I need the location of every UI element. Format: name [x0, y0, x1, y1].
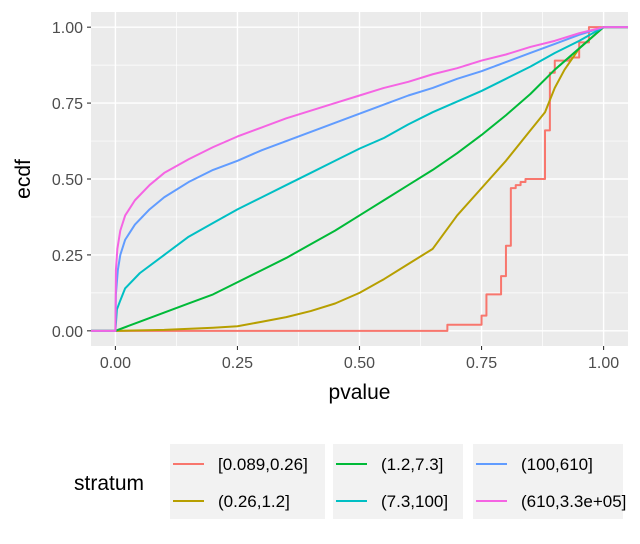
y-tick-label: 1.00: [52, 20, 83, 37]
series-lines: [91, 26, 628, 332]
series-line-2: [91, 26, 628, 332]
x-tick-label: 0.00: [100, 355, 131, 372]
x-tick-label: 1.00: [588, 355, 619, 372]
legend-label-3: (1.2,7.3]: [381, 455, 443, 474]
legend-label-2: (0.26,1.2]: [218, 492, 290, 511]
legend-column-bg: [333, 444, 463, 519]
legend: [0.089,0.26] (0.26,1.2] (1.2,7.3] (7.3,100]…: [170, 444, 626, 519]
legend-column-bg: [170, 444, 325, 519]
series-line-3: [91, 26, 628, 332]
legend-label-1: [0.089,0.26]: [218, 455, 308, 474]
legend-label-6: (610,3.3e+05]: [521, 492, 626, 511]
x-tick-label: 0.50: [344, 355, 375, 372]
legend-column-bg: [473, 444, 623, 519]
y-axis-ticks: 0.00 0.25 0.50 0.75 1.00: [52, 20, 91, 341]
series-line-6: [91, 26, 628, 332]
legend-title: stratum: [74, 472, 144, 495]
series-line-5: [91, 26, 628, 332]
y-tick-label: 0.75: [52, 96, 83, 113]
y-tick-label: 0.25: [52, 248, 83, 265]
x-axis-ticks: 0.00 0.25 0.50 0.75 1.00: [100, 346, 619, 372]
legend-label-4: (7.3,100]: [381, 492, 448, 511]
legend-label-5: (100,610]: [521, 455, 593, 474]
y-tick-label: 0.50: [52, 172, 83, 189]
x-axis-title: pvalue: [329, 381, 391, 404]
series-line-4: [91, 26, 628, 332]
y-tick-label: 0.00: [52, 324, 83, 341]
x-tick-label: 0.75: [466, 355, 497, 372]
y-axis-title: ecdf: [12, 159, 35, 199]
x-tick-label: 0.25: [222, 355, 253, 372]
series-line-1: [91, 26, 628, 332]
